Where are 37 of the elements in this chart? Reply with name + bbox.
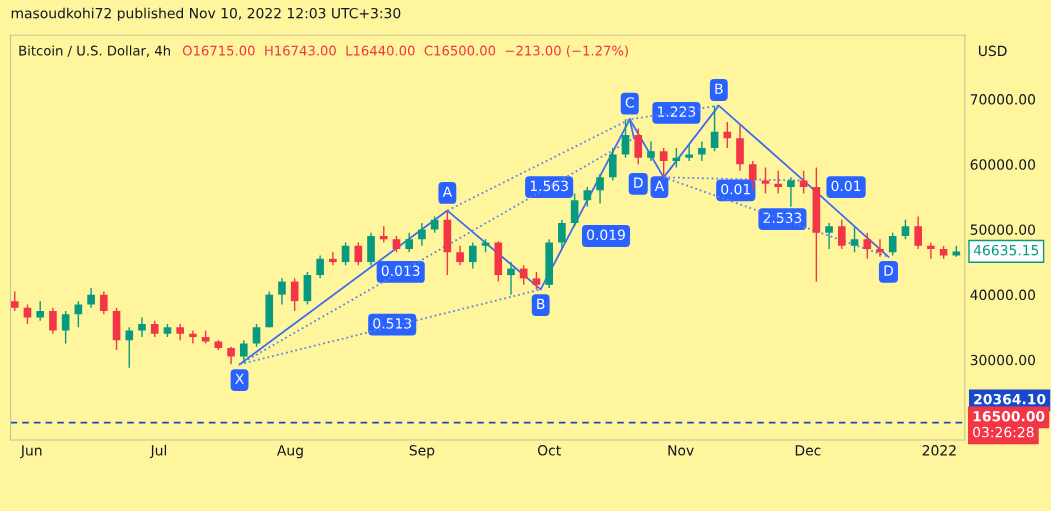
x-tick-label: Sep [409, 445, 435, 459]
annotation: 0.013 [381, 265, 420, 276]
x-tick-label: Aug [276, 445, 303, 459]
annotation: B [537, 298, 545, 309]
annotation: 0.513 [373, 318, 411, 329]
y-tick-label: 70000.00 [970, 94, 1036, 105]
x-tick-label: Jun [20, 445, 42, 459]
annotation: A [654, 180, 665, 191]
x-tick-label: Jul [149, 444, 167, 459]
ref-line-label: 20364.10 [974, 393, 1046, 405]
text: Bitcoin / U.S. Dollar, 4h [19, 45, 170, 57]
x-tick-label: Oct [537, 445, 561, 456]
annotation: 0.01 [831, 180, 861, 192]
text: 03:26:28 [973, 426, 1034, 438]
text: 16500.00 [973, 411, 1045, 422]
text: O16715.00 H16743.00 L16440.00 C16500.00 −213.00 (−1.27%) [182, 45, 628, 58]
y-axis-title: USD [978, 45, 1007, 57]
annotation: A [442, 186, 453, 197]
annotation: D [634, 177, 643, 188]
y-tick-label: 30000.00 [970, 354, 1036, 366]
text: masoudkohi72 published Nov 10, 2022 12:03 UTC+3:30 [11, 7, 401, 22]
annotation: C [625, 97, 634, 108]
annotation: 0.019 [587, 229, 625, 241]
y-tick-label: 60000.00 [970, 159, 1036, 170]
y-tick-label: 40000.00 [970, 289, 1036, 301]
annotation: 1.563 [530, 180, 568, 192]
annotation: 46635.15 [973, 244, 1039, 256]
annotation: B [715, 83, 723, 94]
annotation: X [235, 373, 244, 384]
annotation: D [884, 265, 893, 276]
annotation: 1.223 [658, 106, 696, 117]
x-tick-label: Nov [668, 445, 694, 456]
x-tick-label: 2022 [922, 445, 956, 456]
y-tick-label: 50000.00 [970, 224, 1036, 235]
annotation: 0.01 [721, 183, 750, 195]
annotation: 2.533 [763, 212, 802, 224]
x-tick-label: Dec [795, 445, 821, 456]
